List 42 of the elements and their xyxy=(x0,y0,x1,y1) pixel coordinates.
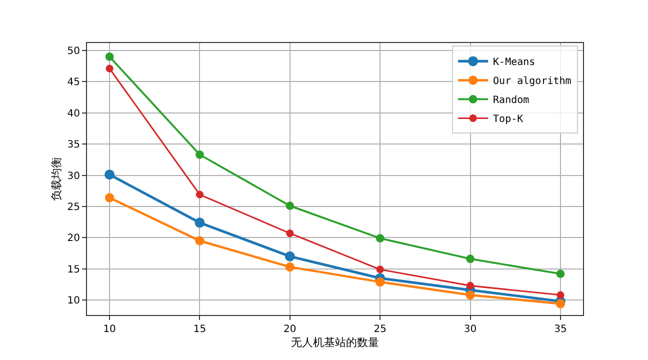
y-axis-title: 负载均衡 xyxy=(50,157,63,201)
point xyxy=(105,52,114,61)
point xyxy=(195,236,204,246)
point xyxy=(556,299,566,308)
point xyxy=(106,64,114,72)
x-axis-title: 无人机基站的数量 xyxy=(291,336,379,350)
x-tick-label: 10 xyxy=(103,324,116,335)
legend-label: Our algorithm xyxy=(493,76,572,88)
point xyxy=(466,282,474,290)
point xyxy=(104,193,114,202)
point xyxy=(466,290,475,300)
point xyxy=(104,170,115,180)
y-tick-label: 20 xyxy=(67,233,80,244)
legend-label: K-Means xyxy=(493,57,536,68)
y-tick-label: 40 xyxy=(67,108,80,120)
point xyxy=(196,190,204,198)
y-tick-label: 30 xyxy=(67,170,80,182)
y-tick-label: 25 xyxy=(67,202,80,213)
legend-label: Random xyxy=(493,95,530,106)
point xyxy=(376,266,384,274)
x-tick-label: 25 xyxy=(374,324,386,335)
y-tick-label: 15 xyxy=(67,264,80,276)
y-tick-label: 45 xyxy=(67,77,80,88)
point xyxy=(284,251,295,262)
x-tick-label: 20 xyxy=(284,324,296,335)
point xyxy=(196,150,204,159)
y-tick-label: 35 xyxy=(67,140,80,151)
legend-label: Top-K xyxy=(493,114,524,126)
point xyxy=(376,234,384,242)
point xyxy=(194,218,205,228)
point xyxy=(375,277,385,287)
y-tick-label: 50 xyxy=(67,46,80,57)
x-tick-label: 15 xyxy=(193,324,206,335)
point xyxy=(286,229,294,238)
point xyxy=(466,254,474,264)
point xyxy=(286,202,294,210)
point xyxy=(556,270,565,278)
x-tick-label: 35 xyxy=(554,324,567,335)
y-tick-label: 10 xyxy=(67,296,80,307)
x-tick-label: 30 xyxy=(464,324,477,335)
point xyxy=(285,262,295,272)
point xyxy=(556,291,564,299)
